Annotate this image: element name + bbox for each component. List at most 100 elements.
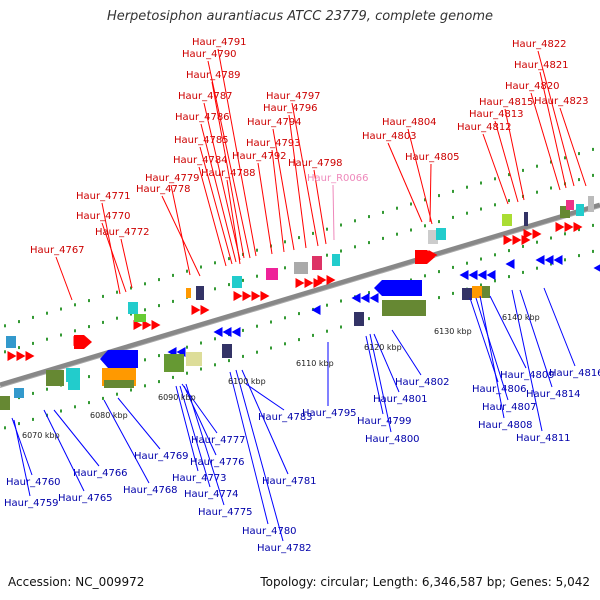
- gene-domain-box: [196, 286, 204, 300]
- reverse-gene-leader-line: [365, 335, 384, 415]
- forward-gene-leader-line: [271, 149, 285, 253]
- reverse-gene-leader-line: [489, 295, 527, 369]
- genome-title: Herpetosiphon aurantiacus ATCC 23779, co…: [106, 9, 494, 24]
- frame-dot: [46, 337, 48, 341]
- reverse-arrow: [593, 264, 600, 272]
- frame-dot: [158, 380, 160, 384]
- reverse-arrow: [477, 270, 487, 280]
- frame-dot: [480, 181, 482, 185]
- frame-dot: [578, 152, 580, 156]
- frame-dot: [452, 291, 454, 295]
- frame-dot: [452, 215, 454, 219]
- forward-gene-label: Haur_4785: [174, 135, 229, 146]
- frame-dot: [88, 299, 90, 303]
- frame-dot: [312, 231, 314, 235]
- forward-gene-leader-line: [120, 238, 133, 289]
- reverse-gene-leader-line: [519, 289, 553, 388]
- reverse-gene-leader-line: [183, 385, 217, 456]
- reverse-gene-leader-line: [229, 371, 269, 525]
- reverse-gene-leader-line: [475, 297, 509, 401]
- frame-dot: [74, 329, 76, 333]
- forward-gene-label: Haur_4793: [246, 138, 301, 149]
- forward-gene-label: Haur_4767: [30, 245, 85, 256]
- gene-domain-box: [0, 396, 10, 410]
- tick-label: 6090 kbp: [158, 393, 196, 402]
- frame-dot: [508, 173, 510, 177]
- forward-gene-label: Haur_4805: [405, 152, 460, 163]
- forward-arrow: [200, 305, 210, 315]
- reverse-gene-leader-line: [13, 419, 31, 497]
- reverse-gene-label: Haur_4808: [478, 420, 533, 431]
- frame-dot: [326, 227, 328, 231]
- gene-domain-box: [524, 212, 528, 226]
- reverse-gene-leader-line: [241, 369, 289, 475]
- frame-dot: [32, 417, 34, 421]
- frame-dot: [60, 307, 62, 311]
- frame-dot: [326, 303, 328, 307]
- reverse-gene-label: Haur_4807: [482, 402, 537, 413]
- backbone-line: [0, 202, 600, 388]
- frame-dot: [74, 405, 76, 409]
- rna-gene-leader-line: [332, 184, 335, 241]
- frame-dot: [214, 337, 216, 341]
- forward-gene-leader-line: [429, 163, 432, 223]
- forward-arrow: [191, 305, 201, 315]
- frame-dot: [298, 312, 300, 316]
- forward-gene-leader-line: [203, 102, 241, 261]
- forward-arrow: [304, 278, 314, 288]
- forward-arrow: [7, 351, 17, 361]
- gene-domain-box: [428, 230, 438, 244]
- frame-dot: [284, 266, 286, 270]
- gene-domain-box: [164, 354, 184, 372]
- frame-dot: [32, 341, 34, 345]
- frame-dot: [536, 266, 538, 270]
- gene-domain-box: [128, 302, 138, 314]
- position-ticks: 6070 kbp 6080 kbp 6090 kbp 6100 kbp 6110 kbp…: [22, 313, 540, 440]
- frame-dot: [130, 388, 132, 392]
- reverse-gene-leader-line: [117, 397, 161, 450]
- gene-domain-box: [294, 262, 308, 274]
- frame-dot: [144, 358, 146, 362]
- reverse-gene-label: Haur_4800: [365, 434, 420, 445]
- gene-domain-box: [266, 268, 278, 280]
- frame-dot: [200, 367, 202, 371]
- frame-dot: [508, 249, 510, 253]
- frame-dot: [326, 329, 328, 333]
- frame-dot: [4, 426, 6, 430]
- forward-arrow: [295, 278, 305, 288]
- frame-dot: [564, 156, 566, 160]
- forward-gene-label: Haur_4792: [232, 151, 287, 162]
- frame-dot: [144, 384, 146, 388]
- tick-label: 6080 kbp: [90, 411, 128, 420]
- gene-domain-box: [232, 276, 242, 288]
- frame-dot: [18, 422, 20, 426]
- forward-gene-leader-line: [482, 133, 509, 205]
- frame-dot: [550, 186, 552, 190]
- frame-dot: [242, 328, 244, 332]
- reverse-arrow: [553, 255, 563, 265]
- forward-gene-label: Haur_4798: [288, 158, 343, 169]
- forward-gene-label: Haur_4797: [266, 91, 321, 102]
- reverse-arrow: [213, 327, 223, 337]
- forward-gene-label: Haur_4815: [479, 97, 534, 108]
- frame-dot: [4, 350, 6, 354]
- frame-dot: [102, 396, 104, 400]
- forward-gene-leader-line: [494, 120, 519, 203]
- forward-gene-label: Haur_4822: [512, 39, 567, 50]
- forward-gene-leader-line: [291, 102, 319, 247]
- frame-dot: [438, 296, 440, 300]
- frame-dot: [298, 338, 300, 342]
- forward-gene-label: Haur_4820: [505, 81, 560, 92]
- reverse-arrow: [100, 350, 138, 368]
- frame-dot: [256, 274, 258, 278]
- frame-dot: [340, 249, 342, 253]
- frame-dot: [368, 291, 370, 295]
- forward-gene-label: Haur_4812: [457, 122, 512, 133]
- frame-dot: [494, 203, 496, 207]
- frame-dot: [508, 275, 510, 279]
- forward-arrow: [133, 320, 143, 330]
- forward-arrow: [74, 335, 92, 349]
- frame-dot: [452, 265, 454, 269]
- reverse-gene-label: Haur_4799: [357, 416, 412, 427]
- forward-arrow: [532, 229, 542, 239]
